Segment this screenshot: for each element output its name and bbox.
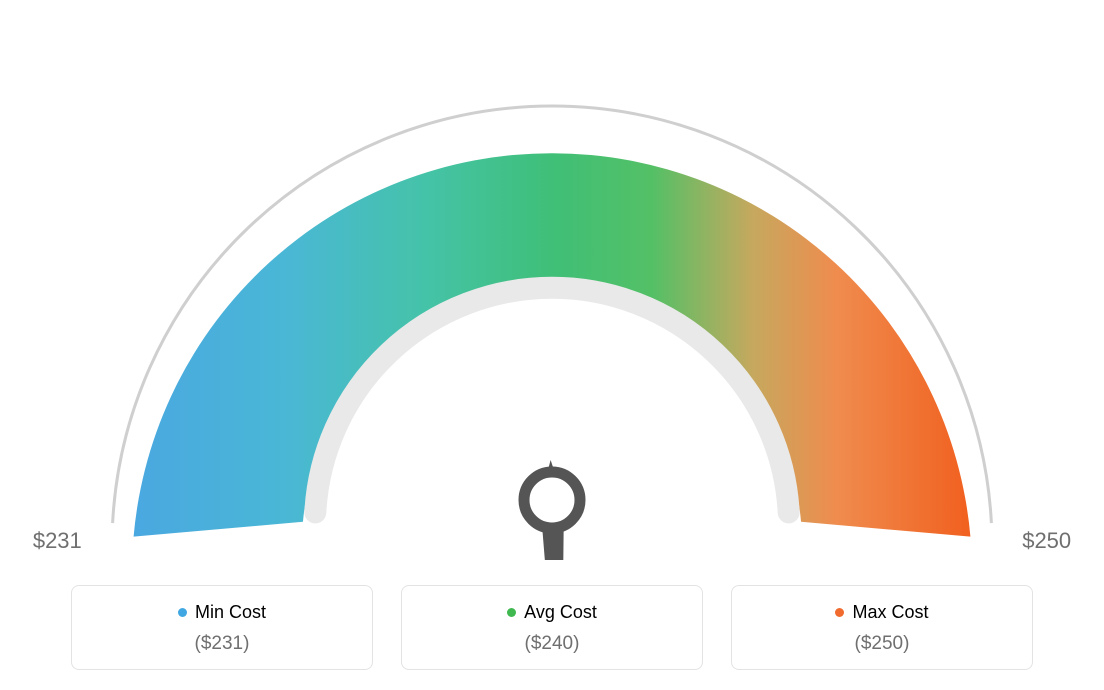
legend-max-label: Max Cost [852, 602, 928, 623]
legend-avg-label: Avg Cost [524, 602, 597, 623]
legend-avg-cost: Avg Cost ($240) [401, 585, 703, 670]
legend-dot-max [835, 608, 844, 617]
legend-dot-min [178, 608, 187, 617]
cost-gauge-container: $231$233$235$240$243$246$250 Min Cost ($… [0, 0, 1104, 690]
legend-max-cost: Max Cost ($250) [731, 585, 1033, 670]
legend-dot-avg [507, 608, 516, 617]
legend-row: Min Cost ($231) Avg Cost ($240) Max Cost… [0, 585, 1104, 670]
svg-text:$250: $250 [1022, 528, 1071, 553]
legend-min-cost: Min Cost ($231) [71, 585, 373, 670]
legend-min-label: Min Cost [195, 602, 266, 623]
svg-text:$231: $231 [33, 528, 82, 553]
gauge-chart: $231$233$235$240$243$246$250 [0, 0, 1104, 560]
legend-avg-value: ($240) [402, 633, 702, 655]
legend-min-value: ($231) [72, 633, 372, 655]
legend-max-value: ($250) [732, 633, 1032, 655]
